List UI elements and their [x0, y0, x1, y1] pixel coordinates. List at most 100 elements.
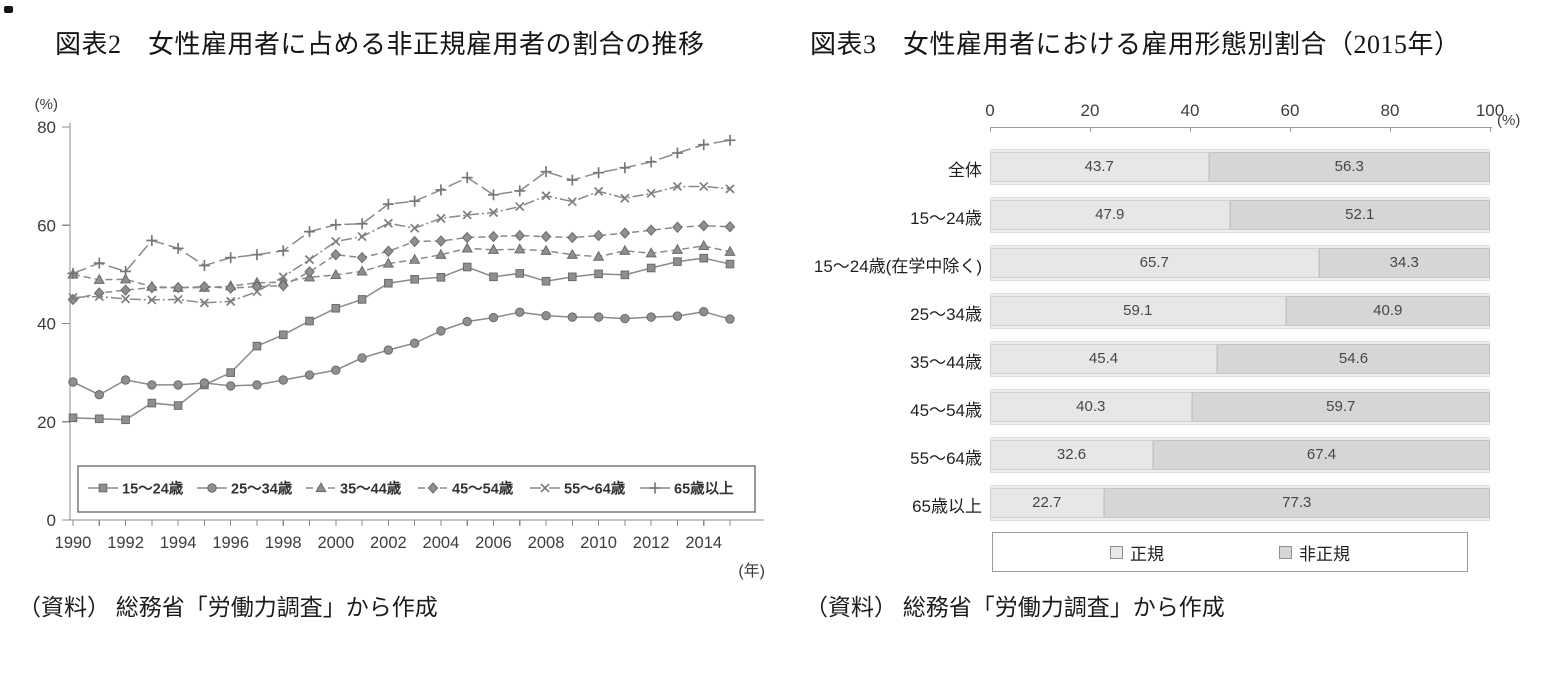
- square-marker: [384, 278, 393, 288]
- circle-marker: [436, 326, 446, 336]
- bar-segment-nonregular: [1318, 248, 1490, 278]
- bar-x-axis: [990, 127, 1492, 128]
- legend-label: 45〜54歳: [452, 480, 514, 498]
- triangle-marker: [619, 244, 631, 255]
- fig2-source-note: （資料） 総務省「労働力調査」から作成: [18, 595, 438, 620]
- x-marker: [462, 210, 472, 220]
- diamond-marker: [356, 251, 368, 264]
- circle-marker: [304, 370, 315, 380]
- triangle-marker: [330, 268, 342, 279]
- series-markers-x: [68, 181, 735, 308]
- diamond-marker: [488, 230, 499, 243]
- triangle-marker: [461, 242, 473, 253]
- x-tick-label: 1990: [55, 534, 92, 552]
- bar-category-label: 全体: [948, 161, 982, 180]
- square-marker: [331, 303, 341, 313]
- triangle-marker: [540, 244, 552, 255]
- bar-segment-nonregular: [1229, 200, 1490, 230]
- x-tick-label: 1994: [160, 534, 197, 552]
- legend-item-square: 15〜24歳: [88, 480, 184, 498]
- x-marker: [199, 298, 210, 308]
- triangle-marker: [119, 273, 132, 284]
- bar-segment-regular: [990, 440, 1153, 470]
- bar-category-label: 15〜24歳: [910, 209, 982, 228]
- x-marker: [383, 218, 393, 228]
- x-marker: [410, 223, 420, 233]
- bar-segment-nonregular: [1191, 392, 1490, 422]
- diamond-marker: [409, 235, 420, 248]
- diamond-marker: [593, 229, 604, 242]
- x-marker: [304, 255, 315, 265]
- triangle-marker: [671, 243, 684, 254]
- bar-legend-box: 正規 非正規: [992, 532, 1468, 572]
- series-line-plus: [72, 139, 731, 275]
- bar-category-label: 15〜24歳(在学中除く): [813, 257, 982, 276]
- bar-x-tick-label: 20: [1080, 101, 1100, 120]
- x-tick-label: 1992: [107, 534, 144, 552]
- bar-legend-label: 正規: [1130, 544, 1164, 564]
- circle-marker: [725, 314, 735, 324]
- square-marker: [278, 330, 288, 340]
- series-markers-plus: [67, 134, 736, 279]
- bar-legend-item: 非正規: [1279, 540, 1350, 565]
- bar-value-regular: 22.7: [1032, 494, 1062, 511]
- legend-item-plus: 65歳以上: [640, 480, 734, 498]
- series-line-square: [72, 257, 731, 421]
- square-marker: [436, 273, 446, 282]
- circle-marker: [225, 381, 236, 391]
- triangle-marker: [315, 481, 327, 493]
- bar-segment-regular: [990, 152, 1209, 182]
- square-marker: [94, 414, 104, 424]
- bar-x-tick-label: 40: [1180, 101, 1200, 120]
- series-markers-circle: [68, 307, 735, 400]
- square-marker: [226, 368, 235, 377]
- x-tick-label: 1996: [212, 534, 249, 552]
- square-marker: [541, 276, 551, 286]
- x-marker: [252, 286, 262, 297]
- diamond-marker: [540, 230, 552, 243]
- diamond-marker: [383, 245, 394, 258]
- x-tick-label: 2002: [370, 534, 407, 552]
- circle-marker: [94, 390, 104, 400]
- bar-legend-label: 非正規: [1299, 544, 1350, 564]
- diamond-marker: [94, 287, 105, 299]
- bar-segment-regular: [990, 488, 1104, 518]
- diamond-marker: [672, 221, 683, 233]
- x-marker: [541, 191, 551, 201]
- x-tick-label: 2006: [475, 534, 512, 552]
- bar-segment-nonregular: [1103, 488, 1490, 518]
- diamond-marker: [619, 227, 631, 239]
- nonregular-swatch-icon: [1279, 545, 1292, 559]
- x-tick-label: 2008: [528, 534, 565, 552]
- y-unit-label: (%): [35, 96, 58, 113]
- circle-marker: [147, 380, 157, 390]
- bar-x-tick: [1090, 127, 1091, 132]
- x-marker: [488, 207, 499, 218]
- bar-segment-regular: [990, 248, 1319, 278]
- diamond-marker: [172, 281, 184, 294]
- y-tick-label: 40: [37, 315, 56, 334]
- bar-value-regular: 45.4: [1088, 350, 1119, 367]
- bar-x-tick-label: 80: [1380, 101, 1400, 120]
- bar-value-nonregular: 77.3: [1282, 494, 1312, 511]
- series-markers-square: [68, 253, 735, 425]
- x-marker: [436, 213, 446, 223]
- legend-item-x: 55〜64歳: [530, 480, 626, 498]
- circle-marker: [515, 307, 525, 317]
- circle-marker: [68, 377, 78, 387]
- square-marker: [68, 413, 78, 423]
- square-marker: [699, 253, 709, 263]
- legend-item-circle: 25〜34歳: [197, 480, 293, 498]
- circle-marker: [199, 378, 210, 388]
- y-tick-label: 80: [37, 118, 56, 137]
- triangle-marker: [592, 250, 605, 261]
- bar-legend-item: 正規: [1110, 540, 1164, 565]
- circle-marker: [120, 375, 131, 385]
- triangle-marker: [408, 253, 421, 264]
- bar-value-nonregular: 40.9: [1373, 302, 1403, 319]
- x-marker: [173, 294, 183, 305]
- bar-x-tick: [1290, 127, 1291, 132]
- circle-marker: [207, 483, 217, 493]
- x-marker: [94, 291, 104, 302]
